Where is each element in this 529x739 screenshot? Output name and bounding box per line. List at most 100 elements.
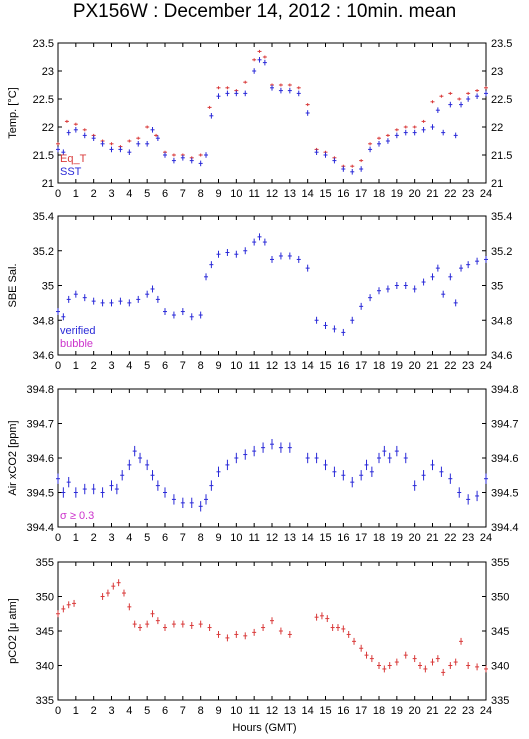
temp-xtick-label: 16 (337, 188, 349, 200)
pco2-ytick-label: 335 (36, 695, 54, 707)
sal-xtick-label: 13 (284, 360, 296, 372)
chart-title: PX156W : December 14, 2012 : 10min. mean (72, 1, 457, 22)
xco2-xtick-label: 19 (391, 532, 403, 544)
xco2-ytick-label-right: 394.8 (491, 384, 519, 396)
pco2-xtick-label: 5 (144, 705, 150, 717)
sal-ytick-label-right: 34.6 (491, 350, 512, 362)
pco2-xtick-label: 19 (391, 705, 403, 717)
pco2-xtick-label: 24 (480, 705, 492, 717)
sal-xtick-label: 8 (198, 360, 204, 372)
pco2-xtick-label: 21 (426, 705, 438, 717)
sal-xtick-label: 7 (180, 360, 186, 372)
pco2-xtick-label: 10 (230, 705, 242, 717)
xco2-xtick-label: 6 (162, 532, 168, 544)
sal-xtick-label: 5 (144, 360, 150, 372)
temp-ytick-label: 22 (42, 122, 54, 134)
sal-xtick-label: 3 (108, 360, 114, 372)
pco2-xtick-label: 8 (198, 705, 204, 717)
pco2-xtick-label: 16 (337, 705, 349, 717)
sal-ytick-label-right: 35.2 (491, 246, 512, 258)
temp-ylabel: Temp. [°C] (7, 87, 19, 138)
temp-ytick-label-right: 21.5 (491, 150, 512, 162)
sal-xtick-label: 6 (162, 360, 168, 372)
sal-xtick-label: 16 (337, 360, 349, 372)
xco2-xtick-label: 23 (462, 532, 474, 544)
sal-xtick-label: 18 (373, 360, 385, 372)
sal-xtick-label: 9 (215, 360, 221, 372)
temp-ytick-label-right: 23 (491, 66, 503, 78)
pco2-ytick-label: 345 (36, 626, 54, 638)
temp-frame (57, 42, 487, 184)
sal-ytick-label: 35.2 (33, 246, 54, 258)
sal-ytick-label-right: 35 (491, 281, 503, 293)
pco2-ytick-label: 340 (36, 661, 54, 673)
xco2-xtick-label: 4 (126, 532, 132, 544)
temp-ytick-label-right: 23.5 (491, 38, 512, 50)
xco2-xtick-label: 9 (215, 532, 221, 544)
temp-xtick-label: 21 (426, 188, 438, 200)
sal-xtick-label: 23 (462, 360, 474, 372)
pco2-xtick-label: 14 (302, 705, 314, 717)
pco2-ytick-label-right: 335 (491, 695, 509, 707)
xco2-ytick-label-right: 394.4 (491, 522, 519, 534)
xco2-xtick-label: 16 (337, 532, 349, 544)
sal-ytick-label: 34.8 (33, 315, 54, 327)
sal-frame (57, 215, 487, 356)
temp-xtick-label: 9 (215, 188, 221, 200)
pco2-xtick-label: 12 (266, 705, 278, 717)
xco2-xtick-label: 12 (266, 532, 278, 544)
temp-legend-entry: Eq_T (60, 153, 87, 165)
sal-xtick-label: 10 (230, 360, 242, 372)
xco2-xtick-label: 24 (480, 532, 492, 544)
xco2-xtick-label: 8 (198, 532, 204, 544)
xco2-xtick-label: 0 (55, 532, 61, 544)
sal-legend-entry: bubble (60, 338, 93, 350)
sal-xtick-label: 24 (480, 360, 492, 372)
xco2-ytick-label: 394.8 (26, 384, 54, 396)
sal-xtick-label: 0 (55, 360, 61, 372)
xco2-legend-entry: σ ≥ 0.3 (60, 510, 94, 522)
xco2-xtick-label: 1 (73, 532, 79, 544)
sal-xtick-label: 17 (355, 360, 367, 372)
sal-ytick-label: 34.6 (33, 350, 54, 362)
temp-ytick-label: 22.5 (33, 94, 54, 106)
temp-xtick-label: 4 (126, 188, 132, 200)
pco2-xtick-label: 20 (409, 705, 421, 717)
temp-ytick-label-right: 22 (491, 122, 503, 134)
temp-xtick-label: 17 (355, 188, 367, 200)
temp-xtick-label: 10 (230, 188, 242, 200)
temp-xtick-label: 19 (391, 188, 403, 200)
temp-xtick-label: 20 (409, 188, 421, 200)
temp-xtick-label: 1 (73, 188, 79, 200)
xco2-ytick-label: 394.5 (26, 488, 54, 500)
temp-xtick-label: 15 (319, 188, 331, 200)
xco2-ylabel: Air xCO2 [ppm] (7, 420, 19, 495)
sal-xtick-label: 14 (302, 360, 314, 372)
pco2-xtick-label: 13 (284, 705, 296, 717)
temp-legend-entry: SST (60, 166, 82, 178)
pco2-xtick-label: 11 (248, 705, 259, 717)
xco2-xtick-label: 20 (409, 532, 421, 544)
pco2-xtick-label: 4 (126, 705, 132, 717)
sal-ylabel: SBE Sal. (7, 263, 19, 307)
x-axis-label: Hours (GMT) (232, 722, 297, 734)
temp-xtick-label: 22 (444, 188, 456, 200)
pco2-xtick-label: 18 (373, 705, 385, 717)
xco2-xtick-label: 15 (319, 532, 331, 544)
pco2-xtick-label: 1 (73, 705, 79, 717)
pco2-ytick-label: 350 (36, 592, 54, 604)
xco2-ytick-label-right: 394.5 (491, 488, 519, 500)
xco2-ytick-label-right: 394.7 (491, 419, 519, 431)
pco2-xtick-label: 15 (319, 705, 331, 717)
temp-xtick-label: 13 (284, 188, 296, 200)
temp-ytick-label: 21 (42, 178, 54, 190)
sal-ytick-label-right: 34.8 (491, 315, 512, 327)
xco2-xtick-label: 10 (230, 532, 242, 544)
temp-xtick-label: 5 (144, 188, 150, 200)
pco2-ytick-label-right: 340 (491, 661, 509, 673)
temp-ytick-label: 23 (42, 66, 54, 78)
temp-ytick-label-right: 21 (491, 178, 503, 190)
temp-xtick-label: 12 (266, 188, 278, 200)
xco2-ytick-label-right: 394.6 (491, 453, 519, 465)
